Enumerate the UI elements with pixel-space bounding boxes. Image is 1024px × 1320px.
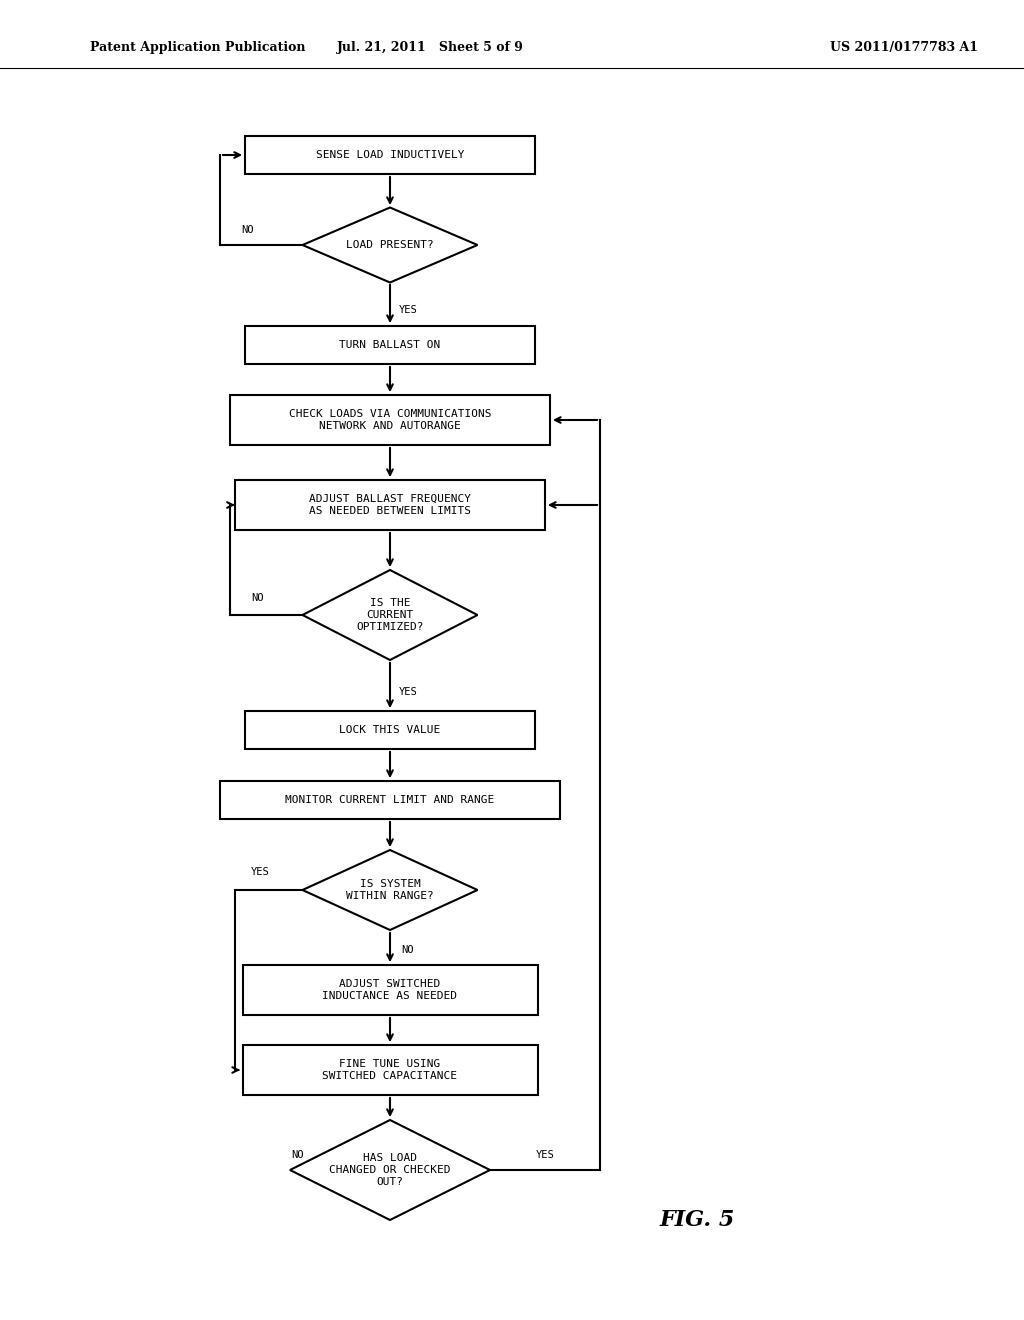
Text: IS SYSTEM
WITHIN RANGE?: IS SYSTEM WITHIN RANGE? [346,879,434,900]
FancyBboxPatch shape [230,395,550,445]
Text: Patent Application Publication: Patent Application Publication [90,41,305,54]
Text: LOCK THIS VALUE: LOCK THIS VALUE [339,725,440,735]
FancyBboxPatch shape [243,1045,538,1096]
FancyBboxPatch shape [245,136,535,174]
FancyBboxPatch shape [234,480,545,531]
Text: NO: NO [401,945,415,954]
Polygon shape [290,1119,490,1220]
Text: IS THE
CURRENT
OPTIMIZED?: IS THE CURRENT OPTIMIZED? [356,598,424,631]
Text: LOAD PRESENT?: LOAD PRESENT? [346,240,434,249]
FancyBboxPatch shape [245,326,535,364]
Polygon shape [302,207,477,282]
FancyBboxPatch shape [243,965,538,1015]
Text: ADJUST BALLAST FREQUENCY
AS NEEDED BETWEEN LIMITS: ADJUST BALLAST FREQUENCY AS NEEDED BETWE… [309,494,471,516]
Text: HAS LOAD
CHANGED OR CHECKED
OUT?: HAS LOAD CHANGED OR CHECKED OUT? [330,1154,451,1187]
Text: ADJUST SWITCHED
INDUCTANCE AS NEEDED: ADJUST SWITCHED INDUCTANCE AS NEEDED [323,979,458,1001]
Text: TURN BALLAST ON: TURN BALLAST ON [339,341,440,350]
Text: MONITOR CURRENT LIMIT AND RANGE: MONITOR CURRENT LIMIT AND RANGE [286,795,495,805]
Text: US 2011/0177783 A1: US 2011/0177783 A1 [830,41,978,54]
FancyBboxPatch shape [245,711,535,748]
Text: YES: YES [251,867,269,876]
Text: NO: NO [252,593,264,603]
Polygon shape [302,850,477,931]
Text: YES: YES [398,686,418,697]
Text: FINE TUNE USING
SWITCHED CAPACITANCE: FINE TUNE USING SWITCHED CAPACITANCE [323,1059,458,1081]
Text: NO: NO [292,1150,304,1160]
Text: NO: NO [242,224,254,235]
Text: Jul. 21, 2011   Sheet 5 of 9: Jul. 21, 2011 Sheet 5 of 9 [337,41,523,54]
Text: YES: YES [536,1150,554,1160]
Text: YES: YES [398,305,418,315]
Text: FIG. 5: FIG. 5 [660,1209,735,1232]
Text: SENSE LOAD INDUCTIVELY: SENSE LOAD INDUCTIVELY [315,150,464,160]
Text: CHECK LOADS VIA COMMUNICATIONS
NETWORK AND AUTORANGE: CHECK LOADS VIA COMMUNICATIONS NETWORK A… [289,409,492,430]
Polygon shape [302,570,477,660]
FancyBboxPatch shape [220,781,560,818]
